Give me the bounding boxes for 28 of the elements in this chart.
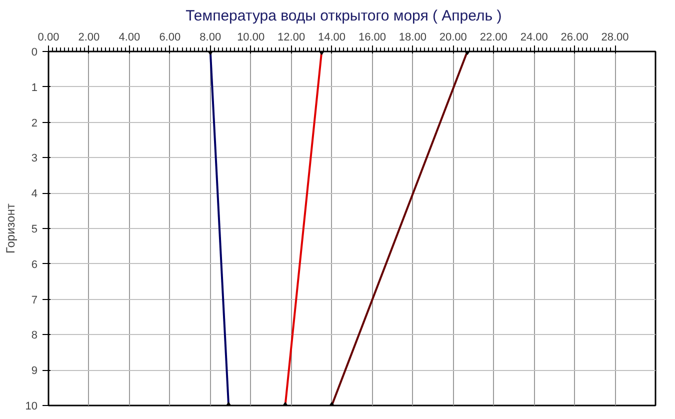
y-tick-label: 4: [31, 188, 38, 200]
y-tick-label: 0: [31, 46, 38, 58]
x-tick-label: 4.00: [118, 32, 140, 44]
x-tick-label: 20.00: [439, 32, 467, 44]
x-tick-label: 26.00: [560, 32, 588, 44]
x-tick-label: 22.00: [480, 32, 508, 44]
x-tick-label: 12.00: [278, 32, 306, 44]
x-tick-label: 16.00: [358, 32, 386, 44]
x-tick-label: 14.00: [318, 32, 346, 44]
x-tick-label: 10.00: [237, 32, 265, 44]
y-tick-label: 7: [31, 294, 38, 306]
x-tick-label: 18.00: [398, 32, 426, 44]
x-tick-label: 28.00: [601, 32, 629, 44]
y-tick-label: 8: [31, 330, 38, 342]
y-tick-label: 3: [31, 152, 38, 165]
x-tick-label: 24.00: [520, 32, 548, 44]
x-tick-label: 2.00: [78, 32, 100, 44]
y-tick-label: 6: [31, 258, 38, 271]
y-tick-label: 1: [31, 82, 38, 94]
x-tick-label: 6.00: [159, 32, 181, 44]
chart-title: Температура воды открытого моря ( Апрель ): [186, 8, 502, 24]
y-tick-label: 5: [31, 224, 38, 236]
x-tick-label: 0.00: [38, 32, 60, 44]
y-axis-title: Горизонт: [3, 203, 18, 254]
y-tick-label: 2: [31, 117, 38, 130]
y-tick-label: 9: [31, 365, 38, 378]
x-tick-label: 8.00: [200, 32, 222, 44]
y-tick-label: 10: [25, 400, 38, 412]
